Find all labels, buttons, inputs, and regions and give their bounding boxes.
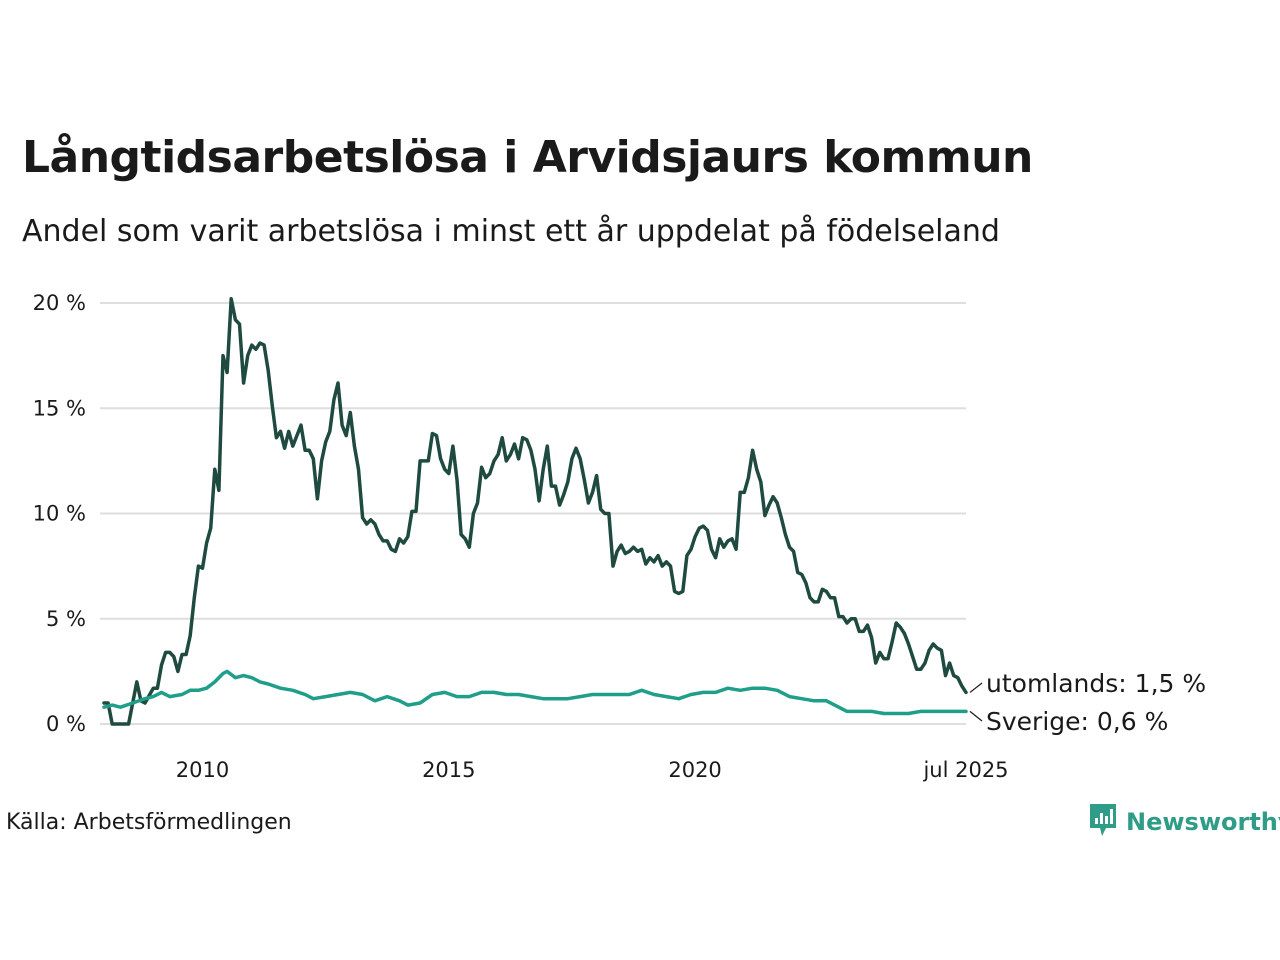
y-tick-label: 5 % bbox=[46, 607, 86, 631]
source-note: Källa: Arbetsförmedlingen bbox=[6, 810, 292, 835]
newsworthy-logo[interactable]: Newsworthy bbox=[1088, 802, 1280, 842]
y-tick-label: 0 % bbox=[46, 712, 86, 736]
end-label-utomlands: utomlands: 1,5 % bbox=[986, 669, 1206, 698]
series-line-sverige bbox=[102, 669, 968, 716]
end-labels: utomlands: 1,5 % Sverige: 0,6 % bbox=[969, 669, 1206, 736]
x-tick-label: 2010 bbox=[176, 758, 229, 782]
y-tick-label: 20 % bbox=[33, 291, 86, 315]
x-tick-label: 2015 bbox=[422, 758, 475, 782]
end-label-connector bbox=[969, 710, 983, 722]
newsworthy-logo-icon bbox=[1088, 802, 1118, 842]
end-label-sverige: Sverige: 0,6 % bbox=[986, 707, 1168, 736]
gridlines bbox=[100, 302, 966, 725]
series-lines bbox=[102, 297, 968, 726]
x-tick-label: 2020 bbox=[668, 758, 721, 782]
series-line-utomlands bbox=[102, 297, 968, 726]
brand-name: Newsworthy bbox=[1126, 808, 1280, 836]
x-tick-label: jul 2025 bbox=[922, 758, 1008, 782]
x-axis-ticks: 2010 2015 2020 jul 2025 bbox=[176, 758, 1009, 782]
y-tick-label: 10 % bbox=[33, 502, 86, 526]
chart-subtitle: Andel som varit arbetslösa i minst ett å… bbox=[22, 214, 1000, 249]
end-label-connector bbox=[969, 682, 983, 693]
chart-title: Långtidsarbetslösa i Arvidsjaurs kommun bbox=[22, 132, 1033, 183]
y-tick-label: 15 % bbox=[33, 396, 86, 420]
y-axis-ticks: 0 % 5 % 10 % 15 % 20 % bbox=[33, 291, 86, 736]
